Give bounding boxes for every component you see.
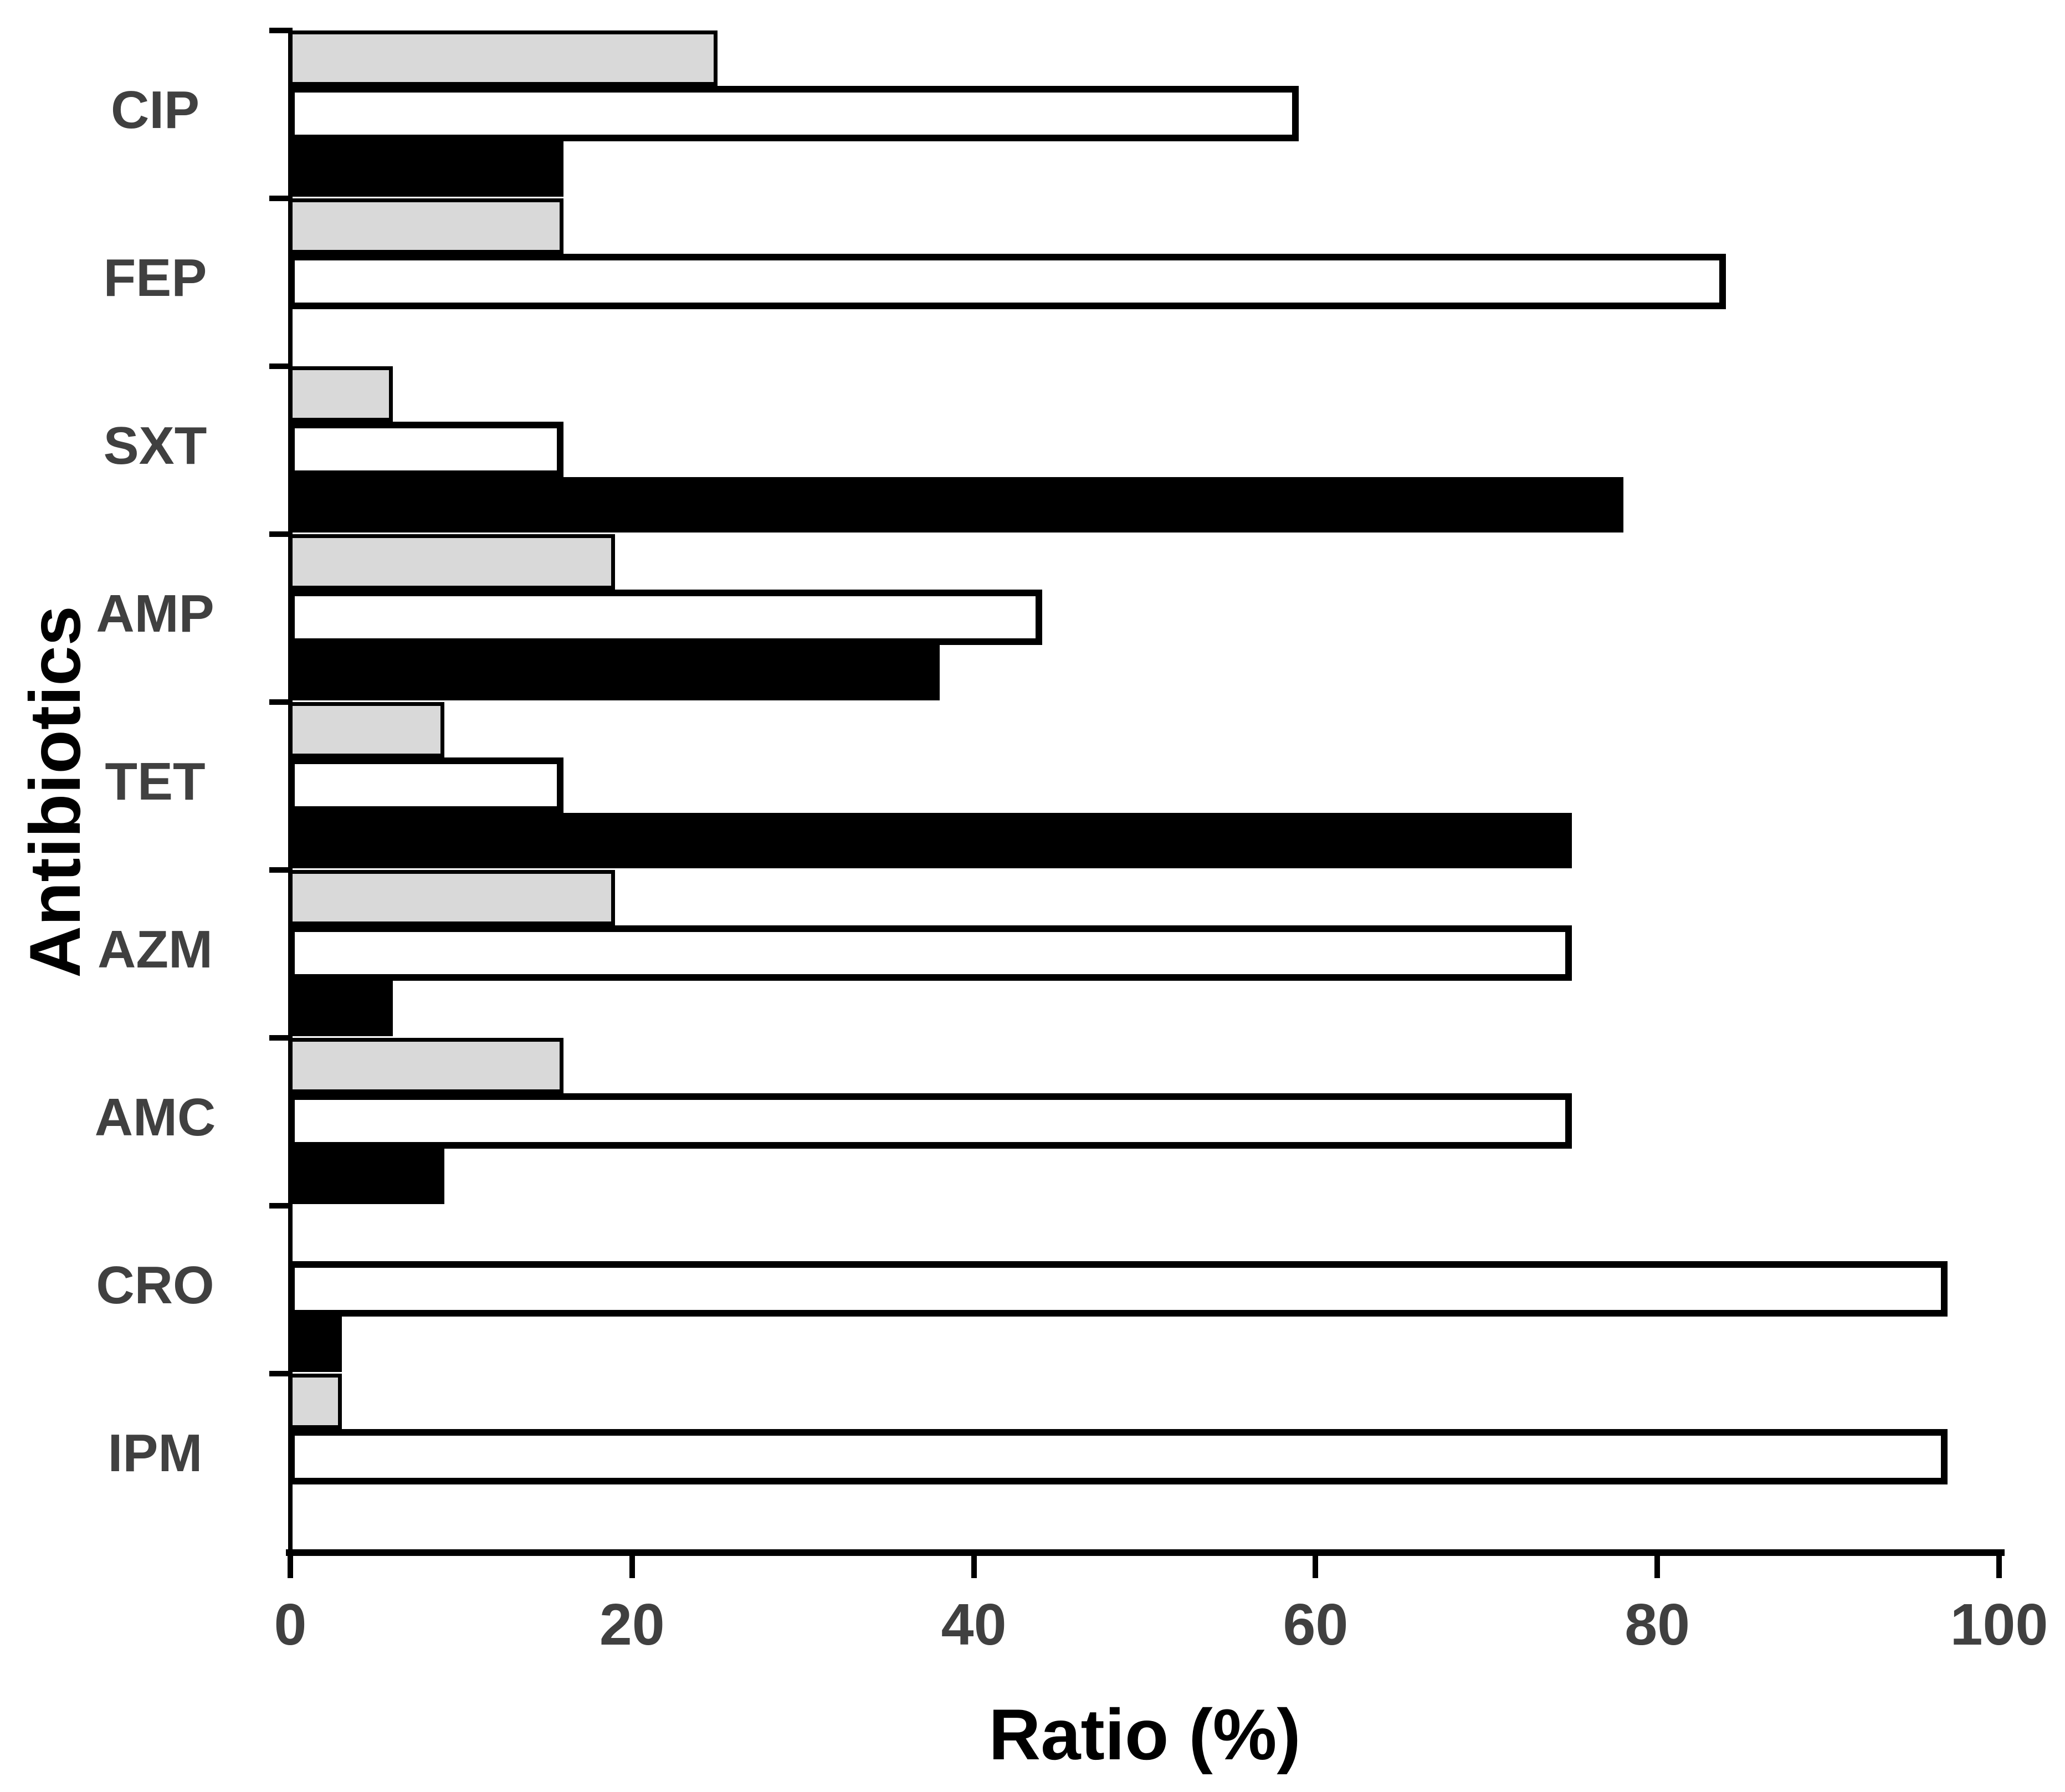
- gray-bar-tet: [288, 702, 444, 757]
- white-bar-amc: [288, 1093, 1572, 1149]
- y-axis-tick: [269, 867, 290, 873]
- y-axis-tick: [269, 1203, 290, 1209]
- category-label-cro: CRO: [96, 1255, 214, 1315]
- white-bar-azm: [288, 925, 1572, 981]
- x-tick-label-0: 0: [274, 1592, 307, 1657]
- gray-bar-fep: [288, 198, 563, 254]
- gray-bar-amp: [288, 534, 615, 590]
- category-label-amp: AMP: [96, 583, 214, 643]
- white-bar-ipm: [288, 1429, 1948, 1484]
- category-label-fep: FEP: [103, 248, 207, 308]
- gray-bar-amc: [288, 1038, 563, 1093]
- white-bar-amp: [288, 590, 1042, 645]
- black-bar-sxt: [288, 477, 1623, 533]
- y-axis-tick: [269, 196, 290, 201]
- gray-bar-sxt: [288, 366, 393, 422]
- x-tick-label-80: 80: [1625, 1592, 1690, 1657]
- y-axis-tick: [269, 28, 290, 33]
- white-bar-tet: [288, 757, 563, 813]
- category-label-tet: TET: [105, 751, 206, 811]
- y-axis-tick: [269, 1035, 290, 1041]
- x-axis-tick: [971, 1556, 977, 1578]
- gray-bar-ipm: [288, 1374, 342, 1429]
- white-bar-sxt: [288, 422, 563, 477]
- x-axis-tick: [629, 1556, 635, 1578]
- x-tick-label-40: 40: [941, 1592, 1007, 1657]
- y-axis-tick: [269, 531, 290, 537]
- x-axis-tick: [1996, 1556, 2002, 1578]
- x-axis-tick: [288, 1556, 293, 1578]
- black-bar-amc: [288, 1149, 444, 1204]
- y-axis-tick: [269, 363, 290, 369]
- x-axis-title: Ratio (%): [988, 1694, 1301, 1775]
- category-label-azm: AZM: [98, 919, 213, 979]
- black-bar-amp: [288, 645, 940, 700]
- y-axis-tick: [269, 699, 290, 705]
- x-tick-label-20: 20: [599, 1592, 665, 1657]
- gray-bar-azm: [288, 870, 615, 925]
- category-label-ipm: IPM: [107, 1423, 203, 1483]
- x-axis-tick: [1313, 1556, 1319, 1578]
- black-bar-tet: [288, 813, 1572, 868]
- white-bar-cro: [288, 1261, 1948, 1317]
- y-axis-tick: [269, 1371, 290, 1376]
- x-tick-label-60: 60: [1283, 1592, 1349, 1657]
- category-label-cip: CIP: [110, 80, 200, 140]
- category-label-sxt: SXT: [103, 416, 207, 475]
- gray-bar-cip: [288, 30, 718, 86]
- x-axis-line: [286, 1549, 2005, 1556]
- x-tick-label-100: 100: [1950, 1592, 2048, 1657]
- black-bar-cip: [288, 141, 563, 197]
- white-bar-cip: [288, 86, 1299, 141]
- black-bar-azm: [288, 981, 393, 1036]
- y-axis-line: [288, 28, 293, 1556]
- white-bar-fep: [288, 254, 1726, 309]
- x-axis-tick: [1654, 1556, 1661, 1578]
- category-label-amc: AMC: [94, 1087, 216, 1147]
- black-bar-cro: [288, 1317, 342, 1372]
